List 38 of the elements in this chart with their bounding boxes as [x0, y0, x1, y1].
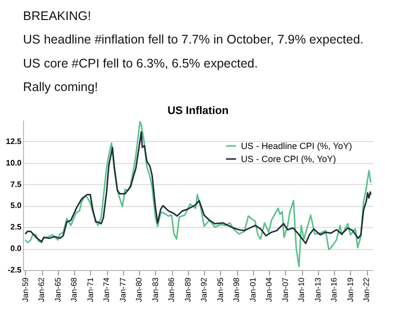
y-tick-label: 12.5: [6, 136, 22, 146]
y-tick-label: 2.5: [10, 222, 22, 232]
x-tick-label: Jan-86: [167, 276, 176, 302]
legend-label: US - Headline CPI (%, YoY): [241, 141, 352, 151]
x-tick-label: Jan-89: [183, 276, 192, 302]
x-tick-label: Jan-16: [330, 276, 339, 302]
x-tick-label: Jan-98: [232, 276, 242, 302]
line-series: [24, 131, 372, 244]
x-tick-label: Jan-74: [102, 276, 112, 302]
x-tick-label: Jan-83: [150, 276, 160, 302]
x-tick-label: Jan-80: [134, 276, 144, 302]
x-tick-label: Jan-10: [297, 276, 306, 302]
chart-title: US Inflation: [167, 105, 229, 117]
x-tick-label: Jan-77: [118, 276, 128, 302]
x-tick-label: Jan-19: [346, 276, 355, 302]
x-tick-label: Jan-22: [362, 276, 372, 302]
legend-label: US - Core CPI (%, YoY): [241, 154, 336, 164]
y-tick-label: 0.0: [10, 244, 22, 254]
y-tick-label: 7.5: [10, 180, 22, 189]
text: BREAKING!: [23, 8, 92, 23]
text: Rally coming!: [23, 80, 98, 94]
y-tick-label: 5.0: [10, 201, 22, 210]
x-tick-label: Jan-65: [53, 276, 62, 302]
x-tick-label: Jan-62: [37, 276, 46, 302]
x-tick-label: Jan-59: [20, 276, 30, 302]
y-tick-label: 10.0: [6, 158, 22, 168]
x-tick-label: Jan-92: [200, 276, 209, 302]
x-tick-label: Jan-04: [264, 276, 274, 302]
line-series: [24, 120, 372, 268]
x-tick-label: Jan-95: [216, 276, 225, 302]
x-tick-label: Jan-07: [280, 276, 290, 302]
x-tick-label: Jan-71: [86, 276, 95, 302]
text: US headline #inflation fell to 7.7% in October, 7.9% expected.: [23, 32, 364, 47]
x-tick-label: Jan-13: [313, 276, 322, 302]
x-tick-label: Jan-01: [248, 276, 258, 302]
y-tick-label: -2.5: [8, 266, 22, 274]
text: US core #CPI fell to 6.3%, 6.5% expected.: [23, 56, 258, 70]
x-tick-label: Jan-68: [70, 276, 79, 302]
